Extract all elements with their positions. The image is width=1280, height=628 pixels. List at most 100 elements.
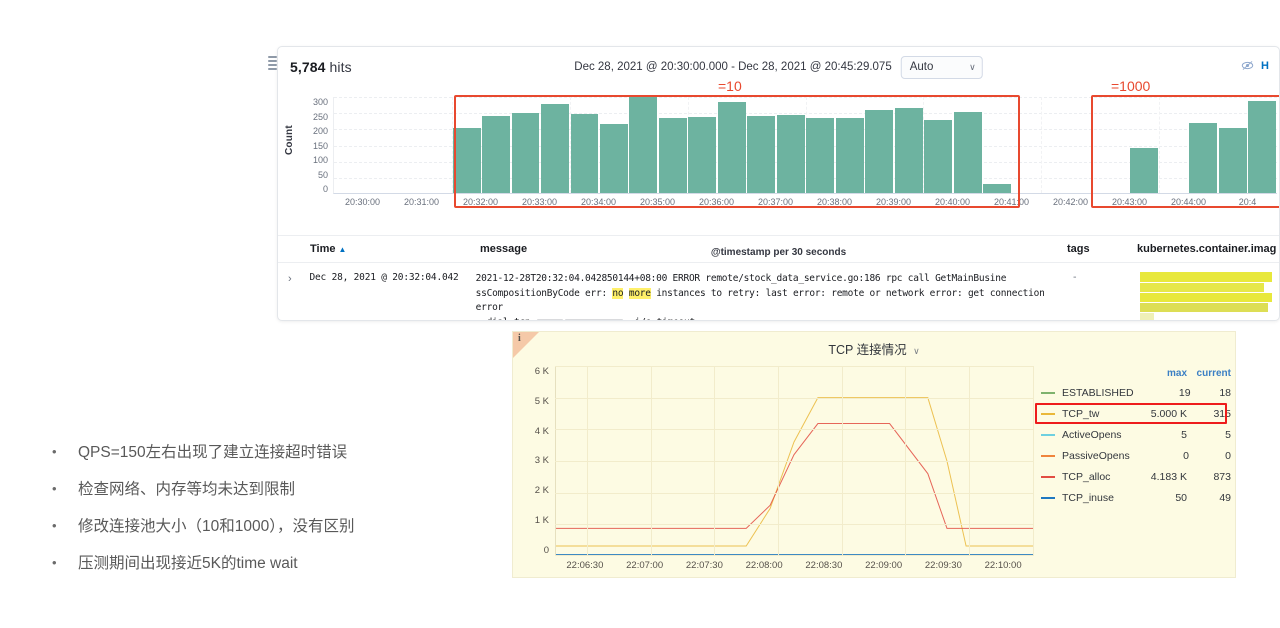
- histogram-bar[interactable]: [541, 103, 569, 193]
- histogram-bar-slot[interactable]: [1218, 97, 1247, 193]
- histogram: Count 300 250 200 150 100 50 0: [278, 78, 1279, 259]
- histogram-bar-slot[interactable]: [540, 97, 569, 193]
- histogram-bar-slot[interactable]: [953, 97, 982, 193]
- x-tick: 20:44:00: [1170, 197, 1207, 207]
- histogram-bar[interactable]: [835, 117, 864, 193]
- histogram-bar[interactable]: [776, 115, 805, 193]
- y-tick: 1 K: [534, 515, 549, 527]
- histogram-bar-slot[interactable]: [864, 97, 894, 193]
- legend-row[interactable]: TCP_alloc 4.183 K 873: [1041, 466, 1231, 487]
- eye-slash-icon[interactable]: [1241, 59, 1254, 72]
- histogram-bar[interactable]: [894, 108, 923, 193]
- y-tick: 2 K: [534, 485, 549, 497]
- x-tick: 20:32:00: [462, 197, 499, 207]
- histogram-bar-slot[interactable]: [334, 97, 363, 193]
- legend-row[interactable]: ESTABLISHED 19 18: [1041, 382, 1231, 403]
- legend-color-swatch: [1041, 454, 1055, 457]
- table-row[interactable]: › Dec 28, 2021 @ 20:32:04.042 2021-12-28…: [278, 263, 1279, 320]
- column-header-time[interactable]: Time ▲: [310, 243, 480, 255]
- histogram-bar[interactable]: [924, 120, 953, 193]
- histogram-bar-slot[interactable]: [570, 97, 599, 193]
- histogram-bar-slot[interactable]: [1100, 97, 1129, 193]
- panel-title[interactable]: TCP 连接情况 ∨: [513, 339, 1235, 358]
- histogram-bar-slot[interactable]: [688, 97, 717, 193]
- hide-label[interactable]: H: [1261, 59, 1269, 72]
- kibana-header: 5,784 hits Dec 28, 2021 @ 20:30:00.000 -…: [278, 47, 1279, 87]
- histogram-bar-slot[interactable]: [776, 97, 805, 193]
- histogram-bar[interactable]: [865, 109, 894, 193]
- histogram-bar-slot[interactable]: [393, 97, 422, 193]
- histogram-bar-slot[interactable]: [1159, 97, 1188, 193]
- histogram-bar[interactable]: [806, 117, 835, 193]
- histogram-bar[interactable]: [688, 116, 717, 193]
- histogram-plot: [333, 97, 1277, 194]
- histogram-bar-slot[interactable]: [629, 97, 658, 193]
- column-header-tags[interactable]: tags: [1067, 243, 1090, 255]
- histogram-bar-slot[interactable]: [747, 97, 776, 193]
- legend-series-name: ActiveOpens: [1062, 428, 1122, 441]
- histogram-bar[interactable]: [1218, 127, 1247, 193]
- histogram-bar[interactable]: [658, 117, 687, 193]
- hits-count: 5,784: [290, 59, 326, 75]
- histogram-bar[interactable]: [953, 111, 982, 193]
- histogram-bar-slot[interactable]: [363, 97, 392, 193]
- drag-handle-icon[interactable]: [268, 56, 277, 70]
- histogram-bar[interactable]: [482, 115, 511, 193]
- grafana-y-ticks: 6 K 5 K 4 K 3 K 2 K 1 K 0: [523, 366, 549, 556]
- histogram-bar-slot[interactable]: [511, 97, 540, 193]
- histogram-bar-slot[interactable]: [835, 97, 864, 193]
- legend-row[interactable]: TCP_tw 5.000 K 315: [1035, 403, 1231, 424]
- histogram-bar-slot[interactable]: [1041, 97, 1070, 193]
- x-tick: 20:42:00: [1052, 197, 1089, 207]
- row-time: Dec 28, 2021 @ 20:32:04.042: [309, 272, 459, 283]
- histogram-bar-slot[interactable]: [481, 97, 511, 193]
- bullet-marker: •: [52, 444, 57, 459]
- histogram-bar-slot[interactable]: [717, 97, 746, 193]
- histogram-bar[interactable]: [452, 128, 481, 193]
- expand-row-icon[interactable]: ›: [288, 273, 292, 285]
- legend-header-row: max current: [1041, 368, 1231, 379]
- panel-title-text: TCP 连接情况: [828, 343, 907, 357]
- histogram-bar[interactable]: [600, 124, 628, 193]
- x-tick: 20:38:00: [816, 197, 853, 207]
- y-tick: 6 K: [534, 366, 549, 377]
- x-tick: 20:36:00: [698, 197, 735, 207]
- histogram-bar-slot[interactable]: [658, 97, 687, 193]
- histogram-bar-slot[interactable]: [599, 97, 628, 193]
- histogram-bar-slot[interactable]: [806, 97, 835, 193]
- legend-current-value: 315: [1213, 407, 1231, 420]
- message-highlight-no: no: [612, 287, 624, 299]
- info-icon[interactable]: i: [518, 333, 521, 344]
- histogram-bar[interactable]: [1130, 148, 1159, 193]
- histogram-bar-slot[interactable]: [1248, 97, 1277, 193]
- y-tick: 5 K: [534, 395, 549, 407]
- histogram-bar-slot[interactable]: [1130, 97, 1159, 193]
- histogram-bar-slot[interactable]: [452, 97, 481, 193]
- interval-select[interactable]: Auto ∨: [900, 55, 983, 79]
- histogram-bar[interactable]: [511, 113, 540, 193]
- histogram-bar[interactable]: [983, 184, 1011, 193]
- histogram-bar-slot[interactable]: [1012, 97, 1041, 193]
- legend-row[interactable]: ActiveOpens 5 5: [1041, 424, 1231, 445]
- column-header-message[interactable]: message: [480, 243, 528, 255]
- legend-max-value: 50: [1175, 491, 1187, 504]
- histogram-bar-slot[interactable]: [1071, 97, 1100, 193]
- histogram-x-axis-label: @timestamp per 30 seconds: [710, 247, 847, 258]
- legend-row[interactable]: PassiveOpens 0 0: [1041, 445, 1231, 466]
- histogram-bar-slot[interactable]: [923, 97, 953, 193]
- histogram-bar[interactable]: [1189, 123, 1218, 193]
- histogram-bar[interactable]: [717, 101, 746, 193]
- column-header-kubernetes-container-image[interactable]: kubernetes.container.imag: [1137, 243, 1277, 255]
- histogram-bar[interactable]: [747, 115, 776, 193]
- kibana-discover-panel: 5,784 hits Dec 28, 2021 @ 20:30:00.000 -…: [277, 46, 1280, 321]
- histogram-bar-slot[interactable]: [894, 97, 923, 193]
- legend-row[interactable]: TCP_inuse 50 49: [1041, 487, 1231, 508]
- histogram-bar[interactable]: [1248, 101, 1277, 193]
- histogram-bar-slot[interactable]: [422, 97, 451, 193]
- histogram-bar[interactable]: [570, 114, 599, 193]
- histogram-bar-slot[interactable]: [982, 97, 1011, 193]
- histogram-bar[interactable]: [629, 97, 658, 193]
- histogram-bar-slot[interactable]: [1189, 97, 1218, 193]
- legend-current-value: 49: [1219, 491, 1231, 504]
